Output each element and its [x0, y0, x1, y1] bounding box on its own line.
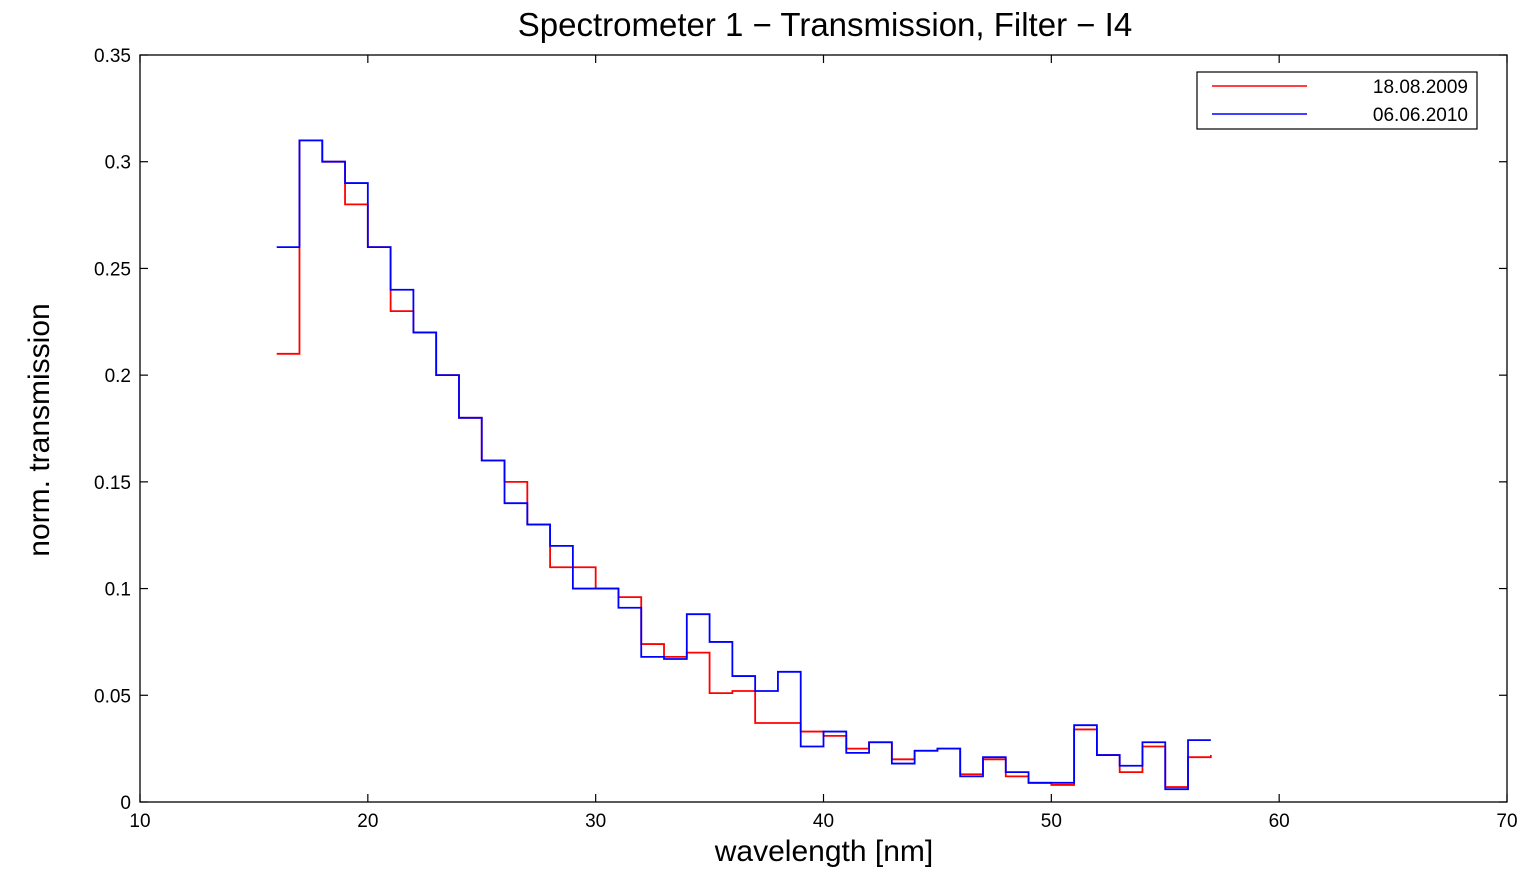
legend: 18.08.2009 06.06.2010 — [1196, 71, 1478, 130]
chart-title: Spectrometer 1 − Transmission, Filter − … — [518, 6, 1132, 43]
legend-label-06-06-2010: 06.06.2010 — [1373, 105, 1468, 126]
y-axis-ticks: 0 0.05 0.1 0.15 0.2 0.25 0.3 0.35 — [94, 46, 1507, 814]
y-tick-label: 0.05 — [94, 686, 131, 707]
y-tick-label: 0 — [120, 793, 131, 814]
x-tick-label: 50 — [1041, 811, 1062, 832]
x-axis-ticks: 10 20 30 40 50 60 70 — [129, 55, 1518, 832]
plot-area: 10 20 30 40 50 60 70 0 0.05 0.1 0.15 0.2 0.25 0.3 0.3… — [94, 46, 1518, 832]
x-tick-label: 40 — [813, 811, 834, 832]
y-tick-label: 0.3 — [105, 153, 131, 174]
x-axis-label: wavelength [nm] — [714, 835, 933, 868]
x-tick-label: 10 — [129, 811, 150, 832]
series-line-18-08-2009 — [276, 139, 1212, 788]
x-tick-label: 20 — [357, 811, 378, 832]
legend-box — [1196, 71, 1478, 130]
y-axis-label: norm. transmission — [23, 303, 56, 556]
series-line-06-06-2010 — [276, 139, 1211, 791]
x-tick-label: 70 — [1496, 811, 1517, 832]
x-tick-label: 60 — [1269, 811, 1290, 832]
y-tick-label: 0.15 — [94, 473, 131, 494]
y-tick-label: 0.1 — [105, 580, 131, 601]
y-tick-label: 0.35 — [94, 46, 131, 67]
series-layer — [276, 139, 1212, 791]
x-tick-label: 30 — [585, 811, 606, 832]
legend-label-18-08-2009: 18.08.2009 — [1373, 77, 1468, 98]
y-tick-label: 0.2 — [105, 366, 131, 387]
y-tick-label: 0.25 — [94, 259, 131, 280]
